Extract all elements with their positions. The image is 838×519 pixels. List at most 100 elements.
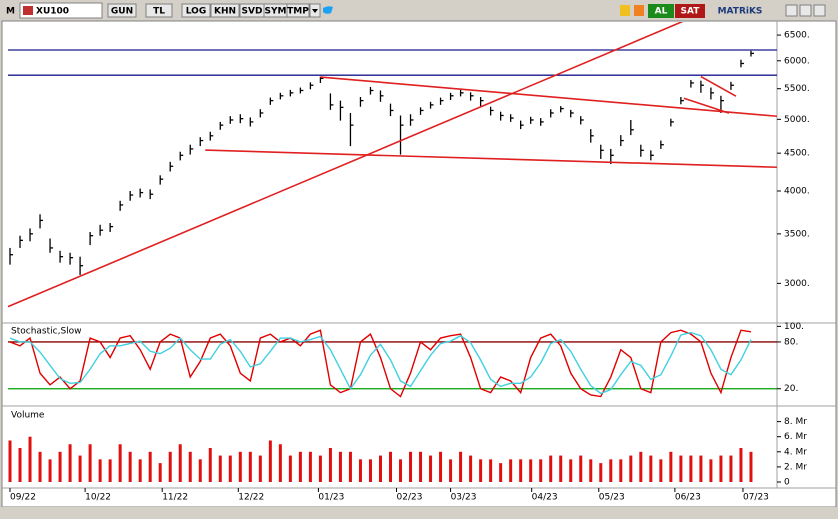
volume-bar <box>258 455 262 482</box>
volume-bar <box>288 455 292 482</box>
volume-bar <box>479 459 483 482</box>
icon[interactable] <box>634 5 644 16</box>
volume-bar <box>338 451 342 482</box>
sell-button[interactable] <box>675 4 705 18</box>
volume-bar <box>489 459 493 482</box>
y-tick-label: 4. Mr <box>784 447 807 457</box>
volume-bar <box>639 451 643 482</box>
twitter-icon[interactable] <box>323 6 333 14</box>
y-tick-label: 6000. <box>784 56 810 66</box>
icon[interactable] <box>620 5 630 16</box>
panel <box>8 22 777 308</box>
y-tick-label: 20. <box>784 384 798 394</box>
y-tick-label: 100. <box>784 322 804 332</box>
toolbar-button[interactable] <box>145 3 173 18</box>
buy-label: AL <box>655 7 668 17</box>
volume-bar <box>118 444 122 482</box>
trend-line <box>320 76 777 118</box>
volume-bar <box>158 463 162 482</box>
volume-bar <box>749 451 753 482</box>
y-tick-label: 6500. <box>784 31 810 41</box>
y-tick-label: 5000. <box>784 115 810 125</box>
toolbar-button-label: KHN <box>214 7 236 17</box>
volume-bar <box>649 455 653 482</box>
panel-title: Stochastic,Slow <box>11 327 82 337</box>
volume-bar <box>449 459 453 482</box>
toolbar-button-label: SVD <box>242 7 263 17</box>
buy-button[interactable] <box>648 4 674 18</box>
y-tick-label: 8. Mr <box>784 417 807 427</box>
volume-bar <box>569 459 573 482</box>
volume-bar <box>238 451 242 482</box>
volume-bar <box>579 455 583 482</box>
x-tick-label: 09/22 <box>10 493 36 503</box>
toolbar-button-label: SYM <box>265 7 287 17</box>
volume-bar <box>699 455 703 482</box>
volume-bar <box>719 455 723 482</box>
panel-title: Volume <box>11 411 45 421</box>
toolbar-button-label: LOG <box>186 7 206 17</box>
x-tick-label: 11/22 <box>162 493 188 503</box>
x-tick-label: 07/23 <box>743 493 769 503</box>
volume-bar <box>499 463 503 482</box>
volume-bar <box>198 459 202 482</box>
symbol-box[interactable] <box>19 2 103 19</box>
toolbar-button[interactable] <box>107 3 137 18</box>
volume-bar <box>138 459 142 482</box>
volume-bar <box>348 451 352 482</box>
toolbar-button[interactable] <box>181 3 211 18</box>
volume-bar <box>88 444 92 482</box>
volume-bar <box>439 451 443 482</box>
toolbar-button[interactable] <box>210 3 240 18</box>
status-bar <box>0 507 838 519</box>
toolbar-button[interactable] <box>286 3 310 18</box>
volume-bar <box>388 451 392 482</box>
volume-bar <box>218 455 222 482</box>
plots <box>8 22 777 482</box>
volume-bar <box>429 455 433 482</box>
volume-bar <box>328 448 332 482</box>
volume-bar <box>599 463 603 482</box>
x-tick-label: 05/23 <box>599 493 625 503</box>
volume-bar <box>28 436 32 482</box>
volume-bar <box>18 448 22 482</box>
volume-bar <box>58 451 62 482</box>
trend-line <box>683 97 730 114</box>
window-button[interactable] <box>785 4 798 17</box>
y-tick-label: 4500. <box>784 149 810 159</box>
volume-bar <box>98 459 102 482</box>
stochastic-line <box>9 331 752 395</box>
volume-bar <box>399 459 403 482</box>
volume-bar <box>358 459 362 482</box>
volume-bar <box>539 459 543 482</box>
volume-bar <box>619 459 623 482</box>
volume-bar <box>709 459 713 482</box>
x-tick-label: 12/22 <box>238 493 264 503</box>
trend-line <box>8 22 684 308</box>
volume-bar <box>8 440 12 482</box>
volume-bar <box>188 451 192 482</box>
volume-bar <box>509 459 513 482</box>
y-tick-label: 3500. <box>784 229 810 239</box>
volume-bar <box>318 455 322 482</box>
window-button[interactable] <box>799 4 812 17</box>
toolbar-button-label: TL <box>153 7 165 17</box>
trend-line <box>205 149 777 169</box>
y-tick-label: 5500. <box>784 84 810 94</box>
y-tick-label: 2. Mr <box>784 462 807 472</box>
mode-label: M <box>6 7 15 17</box>
volume-bar <box>378 455 382 482</box>
volume-bar <box>529 459 533 482</box>
volume-bar <box>589 459 593 482</box>
window-button[interactable] <box>813 4 826 17</box>
x-tick-label: 01/23 <box>318 493 344 503</box>
volume-bar <box>148 451 152 482</box>
volume-bar <box>519 459 523 482</box>
volume-bar <box>308 451 312 482</box>
x-tick-label: 06/23 <box>675 493 701 503</box>
sell-label: SAT <box>681 7 701 17</box>
stochastic-line <box>9 329 752 398</box>
volume-bar <box>459 451 463 482</box>
toolbar-button-label: TMP <box>287 7 309 17</box>
